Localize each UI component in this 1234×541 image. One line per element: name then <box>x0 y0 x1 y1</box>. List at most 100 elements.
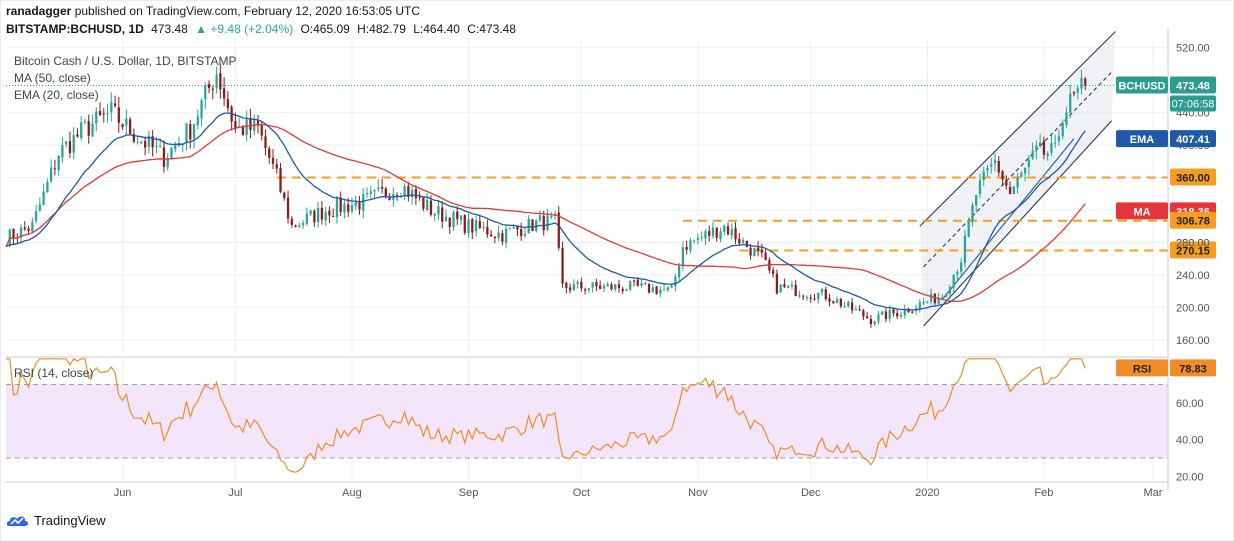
candle-body <box>888 309 891 319</box>
channel-mid-line <box>923 71 1112 268</box>
rsi-tag-name: RSI <box>1133 363 1151 375</box>
time-tick-label: Jun <box>114 487 132 499</box>
candle-body <box>358 201 361 210</box>
candle-body <box>222 88 226 99</box>
candle-body <box>27 228 30 231</box>
candle-body <box>98 111 102 115</box>
candle-body <box>775 273 779 294</box>
rsi-pane <box>6 356 1168 473</box>
ema-legend[interactable]: EMA (20, close) <box>14 88 99 102</box>
ticker-symbol[interactable]: BITSTAMP:BCHUSD, 1D <box>6 22 144 36</box>
candle-body <box>365 193 369 195</box>
candle-body <box>614 284 617 290</box>
candle-body <box>362 193 365 211</box>
candle-body <box>23 227 26 230</box>
close-value: C:473.48 <box>467 22 516 36</box>
candle-body <box>174 144 177 150</box>
candle-body <box>68 141 72 153</box>
candle-body <box>294 225 297 227</box>
candle-body <box>207 84 211 88</box>
candle-body <box>805 296 809 298</box>
candle-body <box>290 218 293 225</box>
candle-body <box>493 237 496 239</box>
candle-body <box>689 240 692 251</box>
level-tag-306.78-value: 306.78 <box>1176 216 1210 228</box>
bchusd-tag-value: 473.48 <box>1176 80 1210 92</box>
rsi-tick-label: 60.00 <box>1176 398 1204 410</box>
chart-legend-title[interactable]: Bitcoin Cash / U.S. Dollar, 1D, BITSTAMP <box>14 54 237 68</box>
candle-body <box>467 219 470 234</box>
candle-body <box>896 312 899 317</box>
candle-body <box>978 180 982 194</box>
rsi-legend[interactable]: RSI (14, close) <box>14 366 94 380</box>
ma-legend[interactable]: MA (50, close) <box>14 71 91 85</box>
candle-body <box>907 309 910 313</box>
candle-body <box>670 285 673 288</box>
countdown-box <box>1170 95 1216 112</box>
candle-body <box>38 204 41 211</box>
candle-body <box>429 200 433 215</box>
candle-body <box>377 187 380 190</box>
candle-body <box>170 147 173 159</box>
candle-body <box>835 299 839 303</box>
level-tag-270.15: 270.15 <box>1170 241 1216 259</box>
candle-body <box>489 234 493 237</box>
candle-body <box>655 286 658 295</box>
candle-body <box>636 280 639 286</box>
candle-body <box>715 227 718 238</box>
candle-body <box>899 314 903 317</box>
candle-body <box>46 181 49 193</box>
candle-body <box>151 136 154 148</box>
candle-body <box>1008 187 1012 194</box>
candle-body <box>505 228 508 243</box>
candle-body <box>1035 145 1038 150</box>
candle-body <box>850 302 854 311</box>
publish-line: ranadagger published on TradingView.com,… <box>6 4 420 18</box>
candle-body <box>1057 136 1061 142</box>
candle-body <box>422 197 425 209</box>
candle-body <box>343 203 346 213</box>
candle-body <box>106 113 109 115</box>
candle-body <box>121 124 124 128</box>
candle-body <box>975 195 978 206</box>
candle-body <box>388 196 391 201</box>
candle-body <box>83 121 87 123</box>
candle-body <box>516 226 519 230</box>
candle-body <box>828 298 831 302</box>
candle-body <box>456 211 459 219</box>
candle-body <box>610 284 613 290</box>
candle-body <box>1061 123 1064 137</box>
candle-body <box>452 212 455 227</box>
countdown-timer: 07:06:58 <box>1172 98 1215 110</box>
candle-body <box>328 210 331 216</box>
candle-body <box>12 229 15 239</box>
candle-body <box>809 297 812 299</box>
candle-body <box>599 285 602 289</box>
candle-body <box>538 215 542 221</box>
candle-body <box>113 103 117 107</box>
candle-body <box>448 217 451 227</box>
price-tick-label: 200.00 <box>1176 302 1210 314</box>
candle-body <box>1027 159 1030 167</box>
candle-body <box>471 219 474 233</box>
ema-tag-name: EMA <box>1130 134 1155 146</box>
time-tick-label: Sep <box>459 487 479 499</box>
candle-body <box>49 167 53 182</box>
tradingview-logo[interactable]: TradingView <box>6 512 106 528</box>
candle-body <box>832 301 835 303</box>
candle-body <box>790 284 794 287</box>
price-tags: BCHUSD473.4807:06:58EMA407.41MA318.36360… <box>1116 76 1216 377</box>
candle-body <box>1072 92 1076 94</box>
candle-body <box>730 229 733 236</box>
candle-body <box>568 287 572 291</box>
candle-body <box>843 305 846 307</box>
candle-body <box>813 298 816 300</box>
candle-body <box>621 288 624 291</box>
rsi-line <box>6 357 1086 473</box>
candle-body <box>862 310 865 317</box>
candle-body <box>1001 171 1004 180</box>
author-name[interactable]: ranadagger <box>6 4 72 18</box>
ma-tag-name-box <box>1116 202 1168 220</box>
candle-body <box>1084 78 1087 86</box>
